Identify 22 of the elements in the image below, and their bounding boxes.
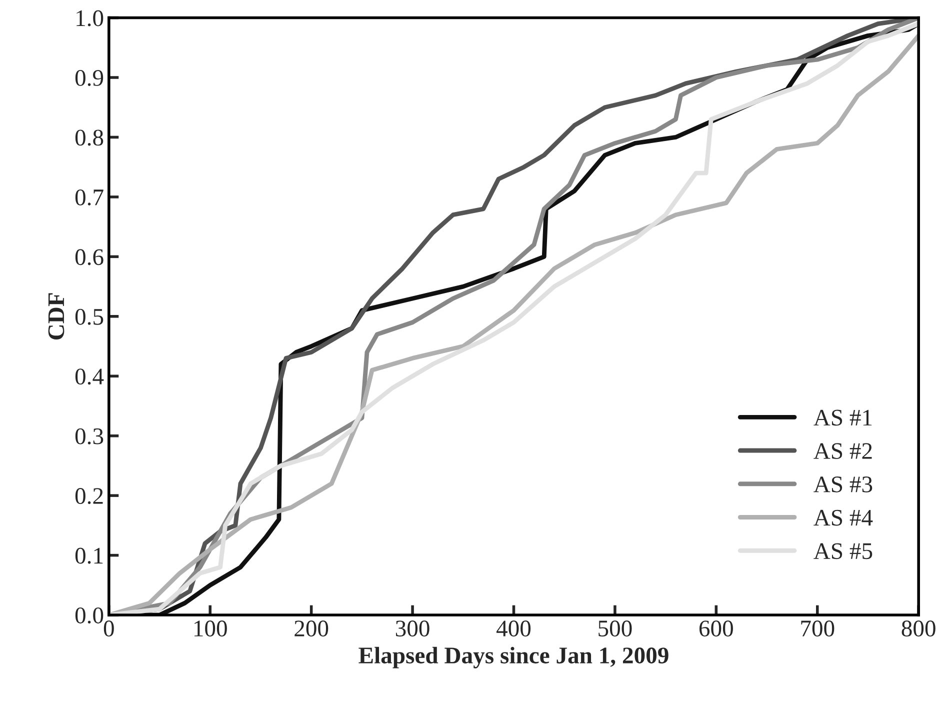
x-tick-label: 0 [104, 620, 114, 636]
y-tick-label: 0.8 [75, 130, 104, 146]
y-tick-label: 0.4 [75, 368, 104, 385]
y-tick-label: 0.5 [75, 308, 104, 325]
x-tick-label: 500 [598, 620, 632, 636]
y-tick-label: 0.3 [75, 428, 104, 444]
x-axis-title: Elapsed Days since Jan 1, 2009 [358, 646, 668, 668]
x-tick-label: 300 [396, 620, 430, 636]
y-tick-label: 0.2 [75, 488, 103, 504]
x-tick-label: 800 [902, 620, 936, 636]
x-tick-label: 400 [496, 620, 531, 636]
x-tick-label: 700 [801, 620, 834, 636]
y-tick-label: 0.1 [75, 548, 103, 564]
x-tick-label: 200 [294, 620, 328, 636]
y-axis-title: CDF [48, 293, 64, 340]
x-tick-label: 600 [699, 620, 733, 636]
y-tick-label: 0.6 [75, 249, 104, 266]
x-tick-label: 100 [194, 620, 227, 636]
y-tick-label: 0.9 [75, 70, 104, 86]
y-tick-label: 1.0 [76, 10, 104, 26]
y-tick-label: 0.0 [75, 608, 104, 624]
y-tick-label: 0.7 [75, 189, 104, 206]
